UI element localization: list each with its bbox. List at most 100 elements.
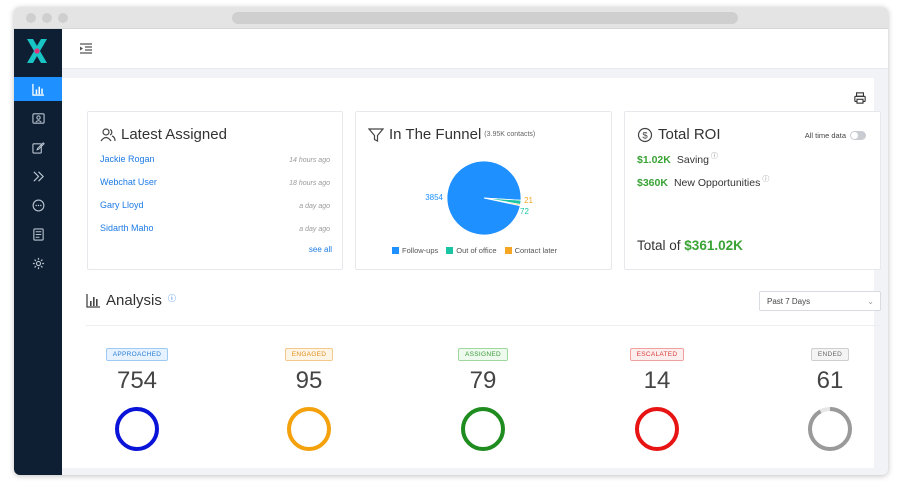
stat-value: 79: [469, 367, 497, 394]
app-logo-icon[interactable]: [24, 35, 50, 67]
nav-reports[interactable]: [14, 222, 62, 246]
progress-ring-fill: [461, 407, 505, 451]
address-bar[interactable]: [232, 12, 738, 24]
stat-approached[interactable]: APPROACHED 754: [92, 343, 182, 453]
stat-value: 754: [116, 367, 158, 394]
report-icon: [32, 227, 44, 241]
analysis-title: Analysis ⓘ: [86, 292, 176, 309]
menu-toggle-icon[interactable]: [79, 42, 93, 56]
legend-item[interactable]: Contact later: [504, 246, 558, 255]
window-minimize-dot[interactable]: [42, 13, 52, 23]
nav-edit[interactable]: [14, 135, 62, 159]
roi-total-label: Total of: [637, 238, 681, 253]
assigned-time: 14 hours ago: [289, 157, 330, 164]
roi-opportunities-value: $360K: [637, 177, 668, 189]
progress-ring-fill: [115, 407, 159, 451]
assigned-time: a day ago: [299, 203, 330, 210]
list-item[interactable]: Gary Lloyd a day ago: [100, 200, 330, 214]
pie-slice-contact-later[interactable]: [483, 197, 521, 207]
filter-icon: [368, 127, 384, 142]
bar-chart-icon: [86, 294, 100, 308]
stat-value: 14: [643, 367, 671, 394]
sidebar: [14, 29, 62, 475]
print-icon[interactable]: [854, 92, 866, 104]
legend-label: Out of office: [456, 246, 497, 255]
all-time-toggle-label: All time data: [804, 131, 846, 140]
stat-assigned[interactable]: ASSIGNED 79: [438, 343, 528, 453]
roi-card: $ Total ROI All time data $1.02K Saving …: [624, 111, 881, 270]
roi-saving-value: $1.02K: [637, 154, 671, 166]
info-icon[interactable]: ⓘ: [762, 176, 770, 183]
stat-value: 61: [816, 367, 844, 394]
assigned-contact-name[interactable]: Sidarth Maho: [100, 223, 154, 233]
legend-swatch: [446, 247, 454, 254]
progress-ring: [635, 407, 679, 451]
dashboard-content: Latest Assigned Jackie Rogan 14 hours ag…: [62, 78, 881, 468]
status-badge: APPROACHED: [105, 348, 169, 361]
see-all-link[interactable]: see all: [308, 245, 332, 254]
pie-data-label: 3854: [425, 193, 443, 202]
nav-settings[interactable]: [14, 251, 62, 275]
roi-total-value: $361.02K: [684, 238, 743, 253]
funnel-pie-chart: 3854 21 72: [425, 160, 533, 236]
analysis-label: Analysis: [106, 292, 162, 309]
roi-opportunities-label: New Opportunities: [673, 177, 761, 189]
stat-engaged[interactable]: ENGAGED 95: [264, 343, 354, 453]
date-range-value: Past 7 Days: [767, 297, 811, 306]
top-bar: [62, 29, 888, 69]
legend-label: Follow-ups: [402, 246, 439, 255]
legend-swatch: [392, 247, 399, 254]
latest-assigned-card: Latest Assigned Jackie Rogan 14 hours ag…: [87, 111, 343, 270]
nav-contacts[interactable]: [14, 106, 62, 130]
assigned-contact-name[interactable]: Gary Lloyd: [100, 200, 144, 210]
info-icon[interactable]: ⓘ: [710, 153, 718, 160]
info-icon[interactable]: ⓘ: [167, 294, 176, 303]
latest-assigned-title: Latest Assigned: [100, 126, 227, 143]
progress-ring: [461, 407, 505, 451]
status-badge: ASSIGNED: [458, 348, 508, 361]
status-badge: ESCALATED: [629, 348, 685, 361]
assigned-contact-name[interactable]: Jackie Rogan: [100, 154, 155, 164]
legend-swatch: [504, 247, 512, 254]
roi-label: Total ROI: [658, 126, 721, 143]
stat-ended[interactable]: ENDED 61: [785, 343, 875, 453]
pie-data-label: 21: [524, 196, 533, 205]
edit-icon: [31, 141, 45, 154]
funnel-title: In The Funnel (3.95K contacts): [368, 126, 535, 143]
contact-card-icon: [31, 112, 45, 124]
stat-escalated[interactable]: ESCALATED 14: [612, 343, 702, 453]
chevron-down-icon: ⌄: [867, 297, 874, 306]
assigned-time: a day ago: [299, 226, 330, 233]
nav-chat[interactable]: [14, 193, 62, 217]
legend-label: Contact later: [514, 246, 558, 255]
date-range-select[interactable]: Past 7 Days ⌄: [759, 291, 881, 311]
nav-forward[interactable]: [14, 164, 62, 188]
all-time-toggle[interactable]: [850, 131, 866, 140]
chat-bubble-icon: [32, 199, 44, 211]
progress-ring: [287, 407, 331, 451]
double-chevron-icon: [32, 170, 44, 182]
progress-ring-fill: [808, 407, 852, 451]
list-item[interactable]: Jackie Rogan 14 hours ago: [100, 154, 330, 168]
assigned-time: 18 hours ago: [289, 180, 330, 187]
assigned-contact-name[interactable]: Webchat User: [100, 177, 157, 187]
users-icon: [100, 127, 116, 141]
roi-saving-label: Saving: [676, 154, 709, 166]
nav-dashboard[interactable]: [14, 77, 62, 101]
latest-assigned-label: Latest Assigned: [121, 126, 227, 143]
roi-opportunities-row: $360K New Opportunities ⓘ: [637, 176, 770, 189]
legend-item[interactable]: Out of office: [446, 246, 497, 255]
list-item[interactable]: Webchat User 18 hours ago: [100, 177, 330, 191]
funnel-card: In The Funnel (3.95K contacts) 3854 21 72 …: [355, 111, 612, 270]
status-badge: ENGAGED: [284, 348, 334, 361]
window-close-dot[interactable]: [26, 13, 36, 23]
progress-ring-fill: [287, 407, 331, 451]
roi-saving-row: $1.02K Saving ⓘ: [637, 153, 718, 166]
dollar-icon: $: [637, 127, 653, 142]
progress-ring-fill: [635, 407, 679, 451]
legend-item[interactable]: Follow-ups: [392, 246, 438, 255]
browser-titlebar: [14, 7, 888, 29]
list-item[interactable]: Sidarth Maho a day ago: [100, 223, 330, 237]
window-maximize-dot[interactable]: [58, 13, 68, 23]
stat-value: 95: [295, 367, 323, 394]
